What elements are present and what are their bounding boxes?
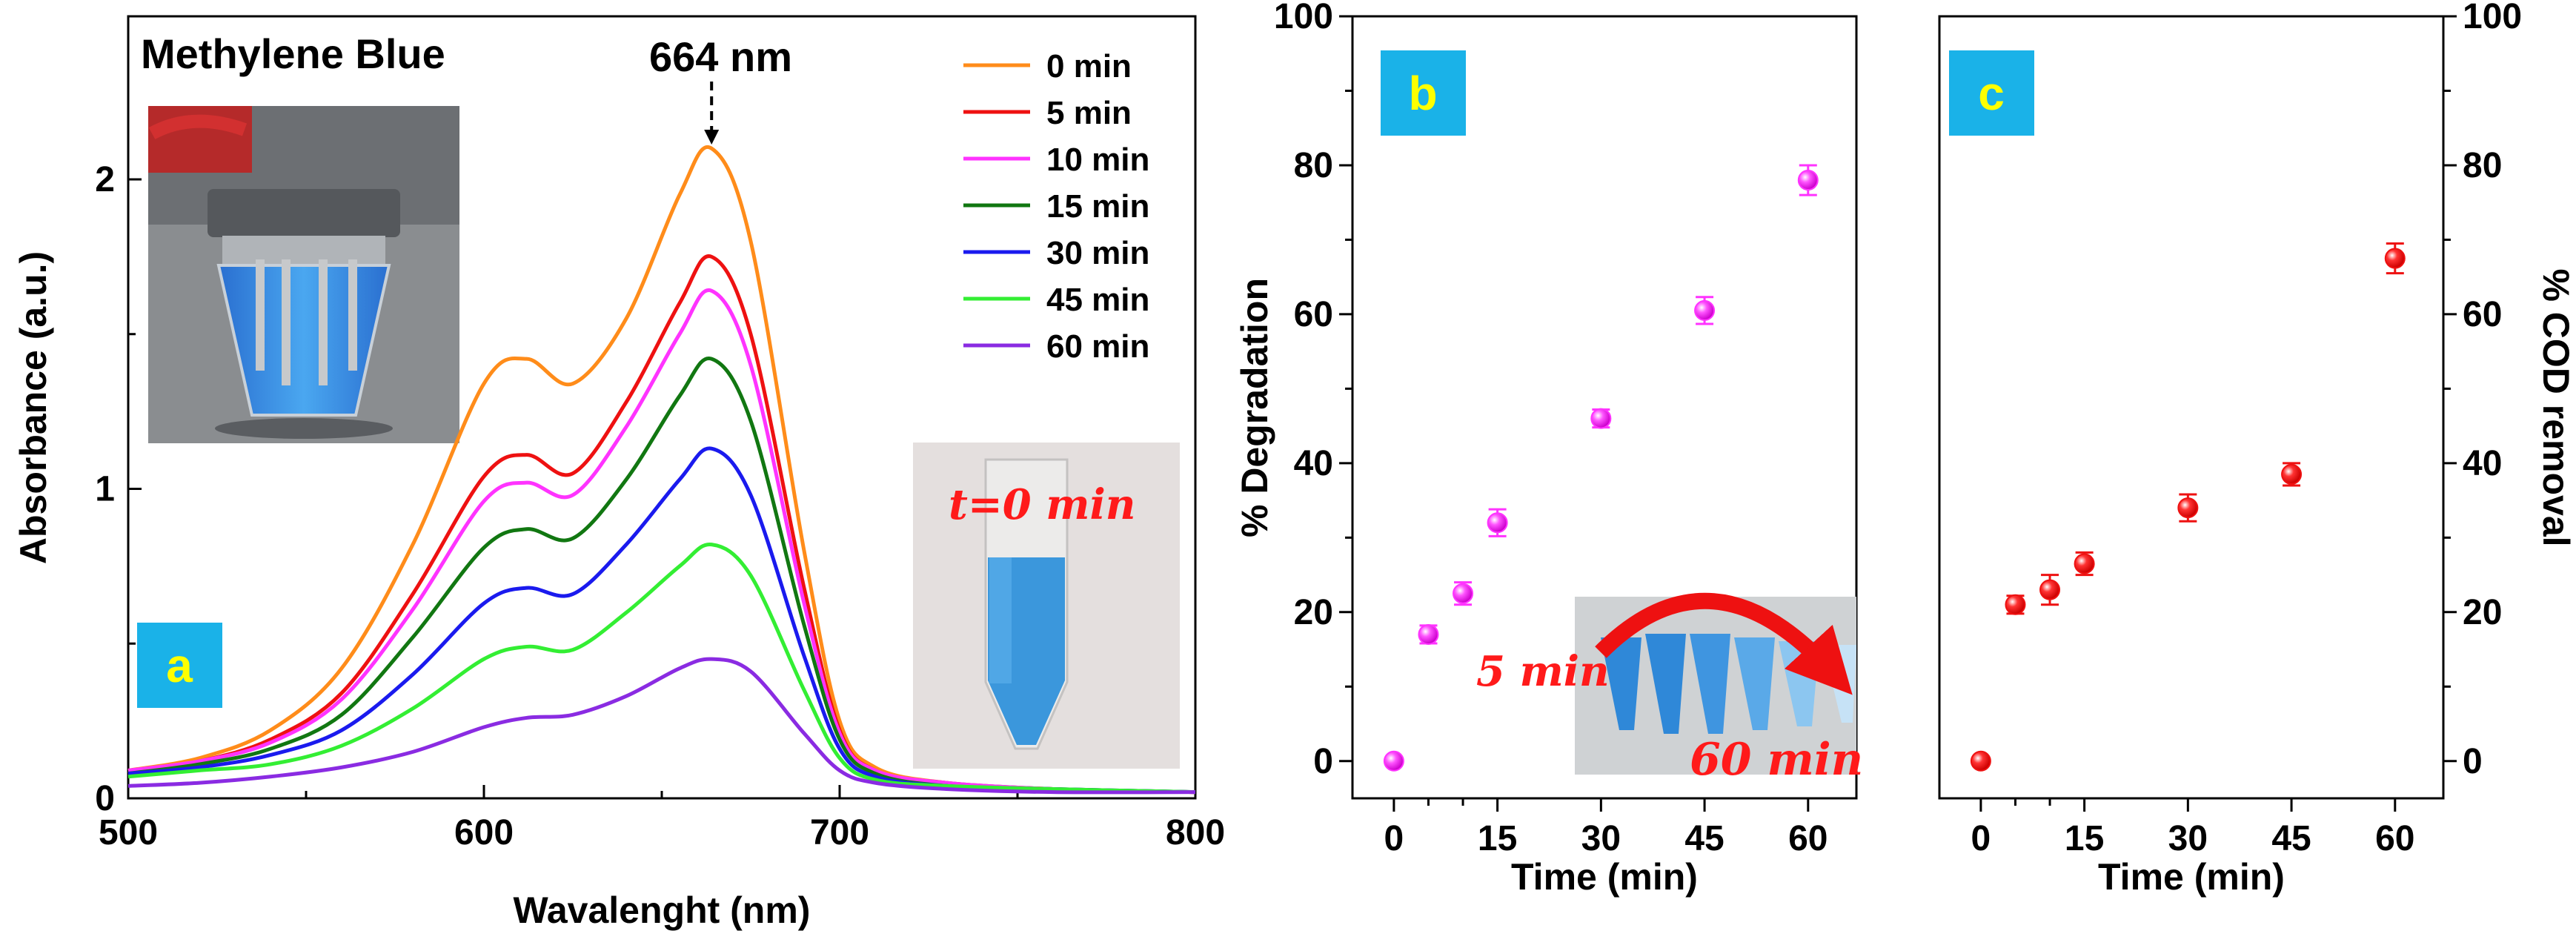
legend-label: 10 min [1046, 142, 1149, 178]
x-tick-label: 45 [1684, 819, 1724, 858]
data-point [2281, 463, 2303, 485]
data-point [2039, 579, 2061, 600]
panel-c-x-axis-title: Time (min) [2098, 856, 2285, 898]
y-tick-label: 80 [1294, 146, 1333, 185]
y-tick-label: 1 [95, 470, 115, 509]
legend-label: 0 min [1046, 48, 1132, 85]
data-point [1694, 299, 1716, 321]
spectrum-line-0-min [127, 145, 1196, 795]
y-tick-label: 60 [2463, 295, 2502, 334]
legend-label: 15 min [1046, 188, 1149, 225]
x-tick-label: 60 [1788, 819, 1828, 858]
x-tick-label: 30 [2168, 819, 2208, 858]
tube-photo-inset: t=0 min [913, 443, 1180, 769]
x-tick-label: 15 [2065, 819, 2104, 858]
data-point [1418, 623, 1439, 645]
panel-b-y-axis-title: % Degradation [1234, 278, 1275, 537]
x-tick-label: 0 [1971, 819, 1991, 858]
panel-a-curves [127, 145, 1196, 795]
y-tick-label: 0 [1313, 742, 1333, 781]
panel-c-x-ticks: 0 15 30 45 60 [1971, 798, 2414, 858]
panel-a-title: Methylene Blue [141, 30, 445, 77]
panel-c-data-points [1970, 242, 2406, 772]
spectrum-line-60-min [127, 657, 1196, 795]
x-tick-label: 30 [1581, 819, 1621, 858]
panel-b-y-ticks: 0 20 40 60 80 100 [1274, 0, 1352, 781]
panel-a-spectra-chart: t=0 min 500 600 700 800 012 Methylene Blue … [13, 15, 1225, 931]
x-tick-label: 60 [2375, 819, 2414, 858]
panel-b-x-ticks: 0 15 30 45 60 [1384, 798, 1828, 858]
y-tick-label: 60 [1294, 295, 1333, 334]
data-point [1453, 583, 1474, 604]
panel-c-cod-chart: 0 15 30 45 60 0 20 40 60 80 100 c Time (min) % CO… [1938, 0, 2576, 898]
panel-b-x-axis-title: Time (min) [1511, 856, 1698, 898]
x-tick-label: 700 [810, 813, 869, 852]
y-tick-label: 20 [2463, 593, 2502, 632]
legend-label: 60 min [1046, 328, 1149, 365]
vials-label-end: 60 min [1690, 734, 1863, 786]
panel-a-legend: 0 min 5 min 10 min 15 min 30 min 45 min 60 min [963, 48, 1149, 365]
data-point [2005, 594, 2026, 615]
legend-label: 5 min [1046, 95, 1132, 131]
y-tick-label: 2 [95, 160, 115, 199]
panel-b-degradation-chart: 5 min 60 min 0 15 30 45 60 0 20 40 60 80 100 b Ti… [1234, 0, 1863, 898]
panel-a-letter: a [166, 639, 193, 692]
legend-label: 45 min [1046, 282, 1149, 318]
panel-c-y-axis-title: % COD removal [2535, 268, 2576, 546]
data-point [2074, 553, 2095, 574]
y-tick-label: 20 [1294, 593, 1333, 632]
panel-b-letter-badge [1381, 50, 1466, 136]
x-tick-label: 15 [1478, 819, 1517, 858]
panel-c-y-ticks: 0 20 40 60 80 100 [2443, 0, 2522, 781]
vials-photo-inset: 5 min 60 min [1476, 592, 1863, 786]
y-tick-label: 40 [1294, 444, 1333, 483]
y-tick-label: 100 [2463, 0, 2522, 36]
panel-b-letter: b [1408, 67, 1437, 120]
y-tick-label: 0 [2463, 742, 2483, 781]
y-tick-label: 100 [1274, 0, 1333, 36]
panel-c-letter-badge [1949, 50, 2034, 136]
vials-label-start: 5 min [1476, 647, 1610, 696]
y-tick-label: 40 [2463, 444, 2502, 483]
data-point [2177, 497, 2199, 519]
x-tick-label: 800 [1166, 813, 1225, 852]
x-tick-label: 600 [454, 813, 514, 852]
panel-b-data-points [1383, 164, 1819, 772]
panel-a-x-axis-title: Wavalenght (nm) [514, 889, 811, 931]
tube-photo-label: t=0 min [949, 480, 1136, 529]
x-tick-label: 45 [2271, 819, 2311, 858]
data-point [1383, 750, 1404, 772]
data-point [2384, 248, 2406, 269]
data-point [1797, 170, 1819, 191]
data-point [1970, 750, 1991, 772]
x-tick-label: 500 [99, 813, 158, 852]
panel-a-y-ticks: 0 1 2 [95, 160, 142, 818]
y-tick-label: 80 [2463, 146, 2502, 185]
panel-b-plot-frame [1351, 15, 1858, 800]
peak-annotation-label: 664 nm [649, 33, 792, 80]
x-tick-label: 0 [1384, 819, 1404, 858]
data-point [1590, 408, 1612, 429]
data-point [1487, 512, 1508, 534]
panel-c-letter: c [1978, 67, 2005, 120]
panel-a-y-axis-title: Absorbance (a.u.) [13, 251, 54, 564]
spectrum-line-45-min [127, 543, 1196, 795]
spectrum-line-10-min [127, 288, 1196, 795]
panel-a-x-ticks: 500 600 700 800 [99, 785, 1225, 852]
panel-a-letter-badge [137, 623, 222, 708]
reactor-photo-inset [148, 106, 459, 443]
y-tick-label: 0 [95, 779, 115, 818]
legend-label: 30 min [1046, 235, 1149, 271]
panel-c-plot-frame [1938, 15, 2445, 800]
